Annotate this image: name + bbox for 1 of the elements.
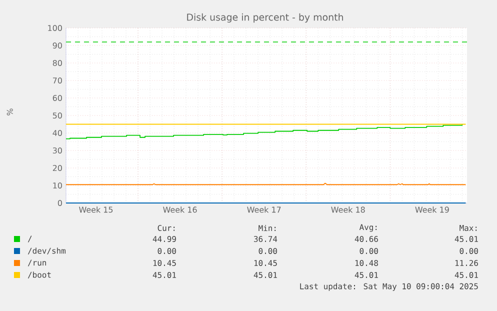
chart-title: Disk usage in percent - by month	[187, 13, 343, 23]
